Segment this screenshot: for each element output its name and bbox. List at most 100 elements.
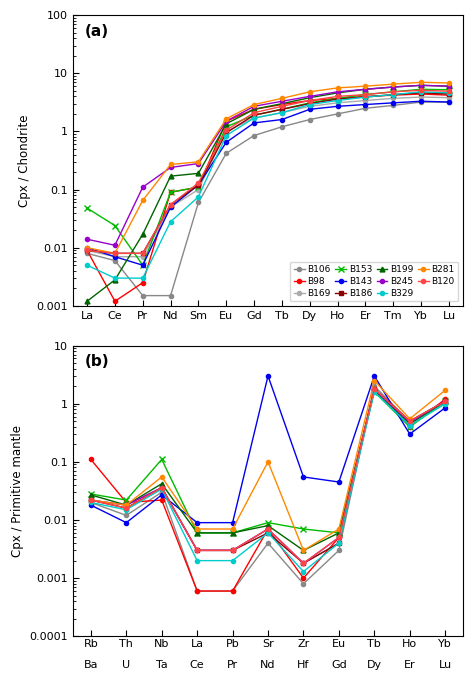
B169 bbox=[84, 247, 90, 255]
B106 bbox=[194, 587, 200, 595]
B169 bbox=[442, 400, 448, 408]
B169 bbox=[363, 97, 368, 105]
B143 bbox=[391, 99, 396, 107]
B143 bbox=[335, 102, 340, 110]
Line: B143: B143 bbox=[89, 374, 447, 525]
B199 bbox=[307, 93, 313, 101]
B106 bbox=[336, 546, 342, 554]
B98 bbox=[446, 91, 452, 99]
B98 bbox=[223, 117, 229, 125]
B281 bbox=[301, 546, 306, 554]
B143 bbox=[223, 138, 229, 146]
B245 bbox=[307, 93, 313, 101]
B143 bbox=[168, 203, 173, 211]
B153 bbox=[279, 105, 285, 113]
B120 bbox=[251, 108, 257, 116]
B281 bbox=[140, 196, 146, 204]
B120 bbox=[140, 249, 146, 257]
B153 bbox=[336, 529, 342, 537]
B106 bbox=[84, 249, 90, 257]
Line: B199: B199 bbox=[89, 388, 447, 553]
Line: B281: B281 bbox=[89, 379, 447, 552]
B143 bbox=[307, 105, 313, 113]
B199 bbox=[446, 82, 452, 91]
B98 bbox=[442, 395, 448, 403]
B106 bbox=[230, 587, 236, 595]
B120 bbox=[446, 87, 452, 95]
B186 bbox=[84, 247, 90, 255]
B169 bbox=[407, 419, 412, 428]
B169 bbox=[230, 546, 236, 554]
B281 bbox=[336, 525, 342, 533]
B153 bbox=[230, 529, 236, 537]
B245 bbox=[140, 183, 146, 191]
B153 bbox=[265, 518, 271, 526]
B281 bbox=[363, 82, 368, 91]
B281 bbox=[307, 88, 313, 96]
B329 bbox=[159, 485, 164, 493]
Line: B120: B120 bbox=[85, 88, 451, 255]
B329 bbox=[446, 89, 452, 97]
B120 bbox=[194, 546, 200, 554]
B106 bbox=[418, 98, 424, 106]
B143 bbox=[301, 473, 306, 481]
B98 bbox=[407, 423, 412, 431]
B281 bbox=[265, 458, 271, 466]
B186 bbox=[168, 201, 173, 209]
Text: (a): (a) bbox=[85, 24, 109, 39]
B169 bbox=[301, 559, 306, 567]
B186 bbox=[336, 539, 342, 548]
B143 bbox=[279, 116, 285, 124]
B106 bbox=[446, 98, 452, 106]
B153 bbox=[418, 85, 424, 93]
B153 bbox=[88, 490, 94, 498]
B153 bbox=[442, 397, 448, 405]
B281 bbox=[418, 78, 424, 86]
B169 bbox=[335, 99, 340, 107]
B329 bbox=[442, 400, 448, 408]
B186 bbox=[418, 89, 424, 97]
Y-axis label: Cpx / Primitive mantle: Cpx / Primitive mantle bbox=[11, 425, 24, 557]
B329 bbox=[418, 88, 424, 96]
B186 bbox=[363, 93, 368, 101]
B120 bbox=[363, 91, 368, 99]
B153 bbox=[301, 525, 306, 533]
B199 bbox=[265, 522, 271, 530]
Line: B120: B120 bbox=[89, 387, 447, 565]
B120 bbox=[168, 201, 173, 209]
B120 bbox=[159, 484, 164, 492]
B143 bbox=[407, 430, 412, 438]
B98 bbox=[363, 93, 368, 101]
B153 bbox=[391, 88, 396, 96]
B169 bbox=[223, 127, 229, 136]
B186 bbox=[112, 249, 118, 257]
B186 bbox=[279, 105, 285, 113]
B120 bbox=[230, 546, 236, 554]
B98 bbox=[140, 279, 146, 287]
B143 bbox=[84, 244, 90, 252]
Text: (b): (b) bbox=[85, 354, 109, 369]
B245 bbox=[168, 163, 173, 172]
B98 bbox=[307, 97, 313, 105]
B120 bbox=[336, 533, 342, 541]
B106 bbox=[196, 198, 201, 206]
B120 bbox=[123, 504, 129, 512]
Line: B169: B169 bbox=[85, 95, 451, 259]
B120 bbox=[265, 525, 271, 533]
B120 bbox=[223, 126, 229, 134]
B186 bbox=[251, 111, 257, 119]
B120 bbox=[307, 97, 313, 105]
Line: B199: B199 bbox=[85, 83, 451, 304]
B329 bbox=[88, 498, 94, 507]
B120 bbox=[301, 559, 306, 567]
B281 bbox=[230, 525, 236, 533]
B329 bbox=[279, 108, 285, 116]
B106 bbox=[123, 511, 129, 520]
B106 bbox=[363, 104, 368, 112]
B245 bbox=[159, 484, 164, 492]
B245 bbox=[84, 235, 90, 243]
Line: B98: B98 bbox=[85, 92, 451, 303]
B281 bbox=[335, 84, 340, 92]
Line: B186: B186 bbox=[89, 387, 447, 565]
B106 bbox=[159, 488, 164, 496]
